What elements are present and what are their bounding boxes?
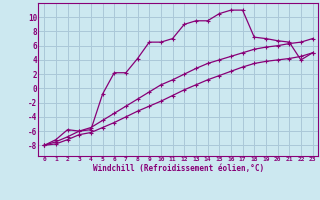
X-axis label: Windchill (Refroidissement éolien,°C): Windchill (Refroidissement éolien,°C) — [93, 164, 264, 173]
